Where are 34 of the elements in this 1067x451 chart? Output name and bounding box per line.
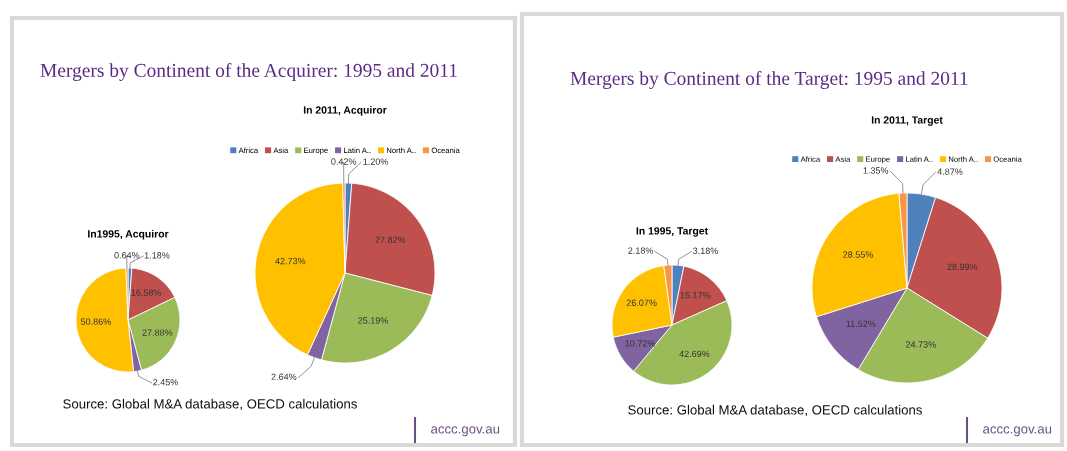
- data-label: 2.64%: [271, 373, 297, 380]
- data-label: 10.72%: [625, 340, 656, 347]
- data-label: 50.86%: [80, 318, 111, 325]
- text: accc.gov.au: [983, 426, 1052, 437]
- chart-title: In 1995, Target: [636, 227, 708, 237]
- data-label: 0.64%: [114, 252, 140, 259]
- chart-title: In 2011, Target: [871, 116, 943, 126]
- data-label: 42.69%: [679, 350, 710, 358]
- data-label: 15.17%: [680, 292, 711, 299]
- data-label: 1.18%: [144, 252, 170, 259]
- text: accc.gov.au: [431, 426, 500, 437]
- data-label: 28.55%: [843, 251, 874, 258]
- data-label: 3.18%: [693, 247, 718, 254]
- data-label: 2.18%: [628, 247, 654, 254]
- data-label: 1.20%: [363, 158, 389, 165]
- data-label: 16.58%: [131, 289, 162, 296]
- data-label: 0.42%: [331, 158, 357, 165]
- chart-title: In 2011, Acquiror: [303, 106, 387, 116]
- data-label: 1.35%: [863, 167, 889, 174]
- data-label: 27.88%: [142, 329, 173, 336]
- data-label: 26.07%: [626, 299, 657, 306]
- text: Mergers by Continent of the Target: 1995 and 2011: [570, 71, 968, 89]
- data-label: 25.19%: [358, 317, 389, 324]
- data-label: 11.52%: [846, 320, 876, 327]
- data-label: 42.73%: [275, 257, 306, 265]
- chart-title: In1995, Acquiror: [88, 229, 169, 240]
- data-label: 27.82%: [375, 236, 406, 243]
- text: Mergers by Continent of the Acquirer: 1995 and 2011: [40, 63, 457, 81]
- source-note: Source: Global M&A database, OECD calculations: [628, 404, 922, 417]
- data-label: 24.73%: [906, 341, 936, 348]
- data-label: 2.45%: [153, 378, 178, 386]
- data-label: 28.99%: [947, 263, 978, 270]
- data-label: 4.87%: [937, 168, 963, 175]
- source-note: Source: Global M&A database, OECD calculations: [63, 398, 357, 411]
